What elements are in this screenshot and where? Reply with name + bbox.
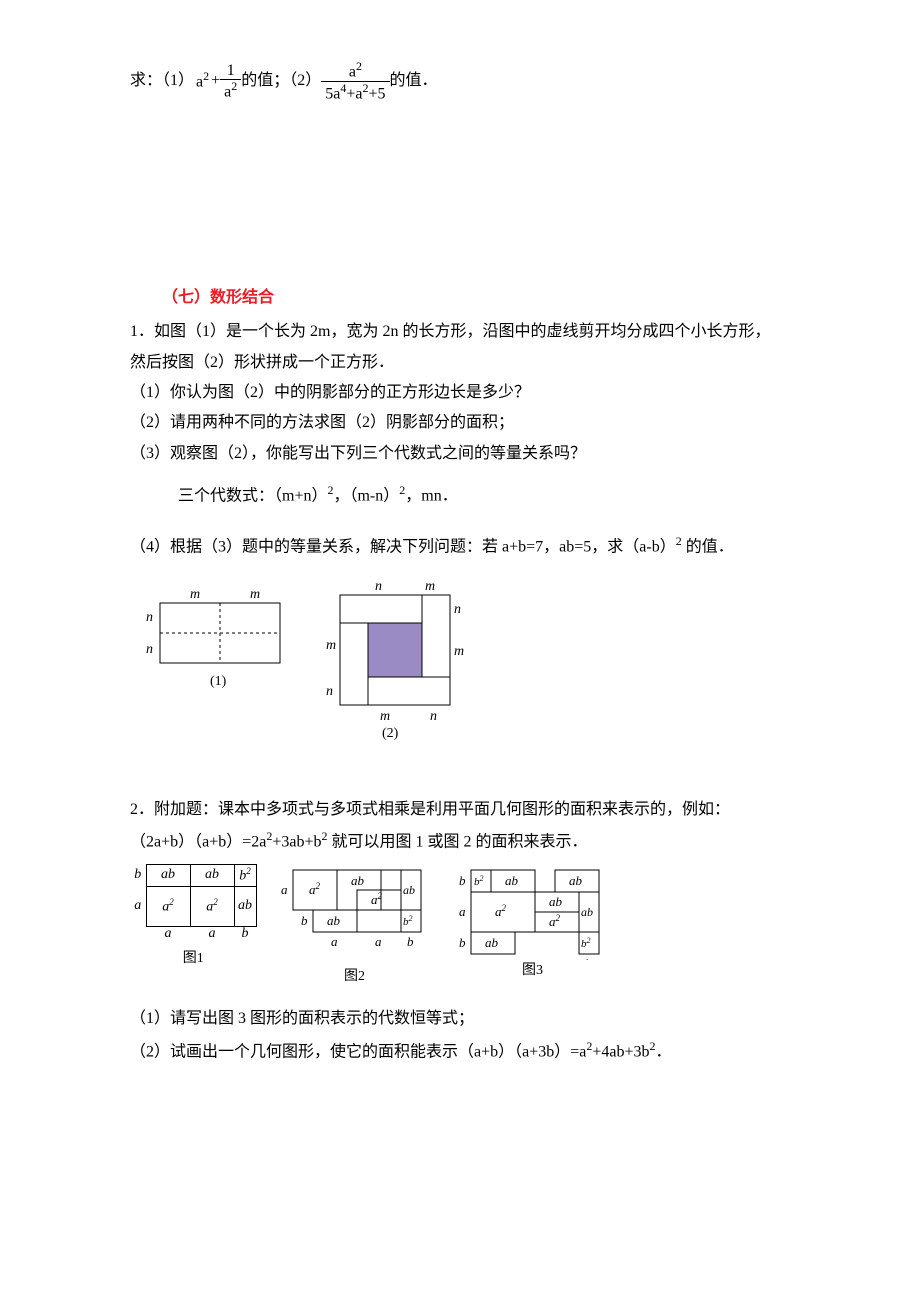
q1-line1: 1．如图（1）是一个长为 2m，宽为 2n 的长方形，沿图中的虚线剪开均分成四个… xyxy=(130,317,790,347)
fraction-1: 1 a2 xyxy=(220,62,241,102)
formula-mid: 的值；（2） xyxy=(241,66,321,96)
fig3: b2 ab ab ab a2 a2 ab ab b2 b a b a a b xyxy=(453,864,613,985)
svg-text:ab: ab xyxy=(403,883,415,897)
fig2: a2 ab a2 ab ab b2 a b a a b 图2 xyxy=(275,864,435,991)
svg-text:ab: ab xyxy=(549,894,563,909)
frac2-den: 5a4+a2+5 xyxy=(321,81,389,103)
svg-text:a: a xyxy=(281,882,288,897)
q2-part1: （1）请写出图 3 图形的面积表示的代数恒等式； xyxy=(130,1004,790,1034)
fig3-caption: 图3 xyxy=(453,958,613,985)
svg-text:a: a xyxy=(459,904,466,919)
svg-text:a2: a2 xyxy=(309,881,321,897)
fig2-caption: 图2 xyxy=(275,964,435,991)
svg-text:n: n xyxy=(326,684,333,699)
q1-part3-expr: 三个代数式：（m+n）2，（m-n）2，mn． xyxy=(178,479,790,512)
q1-part1: （1）你认为图（2）中的阴影部分的正方形边长是多少？ xyxy=(130,378,790,408)
svg-text:n: n xyxy=(430,709,437,724)
svg-text:m: m xyxy=(454,644,464,659)
svg-text:m: m xyxy=(326,638,336,653)
svg-text:b2: b2 xyxy=(581,935,591,950)
svg-text:b: b xyxy=(301,913,308,928)
fraction-2: a2 5a4+a2+5 xyxy=(321,60,389,103)
svg-text:a2: a2 xyxy=(495,903,507,919)
svg-text:b: b xyxy=(459,873,466,888)
q2-line2: （2a+b）（a+b）=2a2+3ab+b2 就可以用图 1 或图 2 的面积来… xyxy=(130,825,790,858)
svg-text:m: m xyxy=(380,709,390,724)
svg-text:ab: ab xyxy=(581,905,593,919)
plus: + xyxy=(211,66,220,96)
svg-text:ab: ab xyxy=(505,873,519,888)
formula-suffix: 的值． xyxy=(390,66,438,96)
svg-text:a2: a2 xyxy=(549,913,561,929)
formula-row: 求：（1） a2 + 1 a2 的值；（2） a2 5a4+a2+5 的值． xyxy=(130,60,790,103)
svg-text:m: m xyxy=(250,587,260,602)
fig1: b ab ab b2 a a2 a2 ab a a b 图1 xyxy=(130,864,257,973)
svg-text:n: n xyxy=(146,642,153,657)
svg-text:m: m xyxy=(190,587,200,602)
q2-line1: 2．附加题：课本中多项式与多项式相乘是利用平面几何图形的面积来表示的，例如： xyxy=(130,795,790,825)
svg-text:ab: ab xyxy=(569,873,583,888)
svg-text:a: a xyxy=(499,956,506,960)
svg-text:n: n xyxy=(146,610,153,625)
svg-text:ab: ab xyxy=(327,913,341,928)
svg-text:n: n xyxy=(454,602,461,617)
svg-text:(1): (1) xyxy=(210,674,227,689)
q1-part3: （3）观察图（2），你能写出下列三个代数式之间的等量关系吗？ xyxy=(130,439,790,469)
svg-text:(2): (2) xyxy=(382,726,399,741)
q1-line2: 然后按图（2）形状拼成一个正方形． xyxy=(130,348,790,378)
section-7-heading: （七）数形结合 xyxy=(162,283,790,313)
svg-text:b: b xyxy=(459,935,466,950)
svg-text:a: a xyxy=(375,934,382,949)
fig1-outer: b ab ab b2 a a2 a2 ab a a b xyxy=(130,864,257,943)
q2-diagrams: b ab ab b2 a a2 a2 ab a a b 图1 xyxy=(130,864,790,991)
q1-part2: （2）请用两种不同的方法求图（2）阴影部分的面积； xyxy=(130,408,790,438)
q1-svg: m m n n (1) n m n m xyxy=(130,575,470,745)
q2-part2: （2）试画出一个几何图形，使它的面积能表示（a+b）（a+3b）=a2+4ab+… xyxy=(130,1035,790,1068)
svg-text:b2: b2 xyxy=(474,873,484,888)
q1-part4: （4）根据（3）题中的等量关系，解决下列问题：若 a+b=7，ab=5，求（a-… xyxy=(130,530,790,563)
formula-prefix: 求：（1） xyxy=(130,66,194,96)
svg-text:n: n xyxy=(375,579,382,594)
svg-text:m: m xyxy=(425,579,435,594)
svg-text:b: b xyxy=(407,934,414,949)
svg-text:ab: ab xyxy=(485,935,499,950)
fig3-svg: b2 ab ab ab a2 a2 ab ab b2 b a b a a b xyxy=(453,864,613,960)
fig2-svg: a2 ab a2 ab ab b2 a b a a b xyxy=(275,864,435,960)
frac2-num: a2 xyxy=(345,60,366,81)
svg-text:ab: ab xyxy=(351,873,365,888)
frac1-num: 1 xyxy=(223,62,239,80)
fig1-caption: 图1 xyxy=(130,946,257,973)
svg-text:a: a xyxy=(553,956,560,960)
svg-text:a: a xyxy=(331,934,338,949)
frac1-den: a2 xyxy=(220,79,241,101)
svg-text:b2: b2 xyxy=(403,913,413,928)
q1-diagram: m m n n (1) n m n m xyxy=(130,575,790,745)
svg-text:b: b xyxy=(585,956,592,960)
